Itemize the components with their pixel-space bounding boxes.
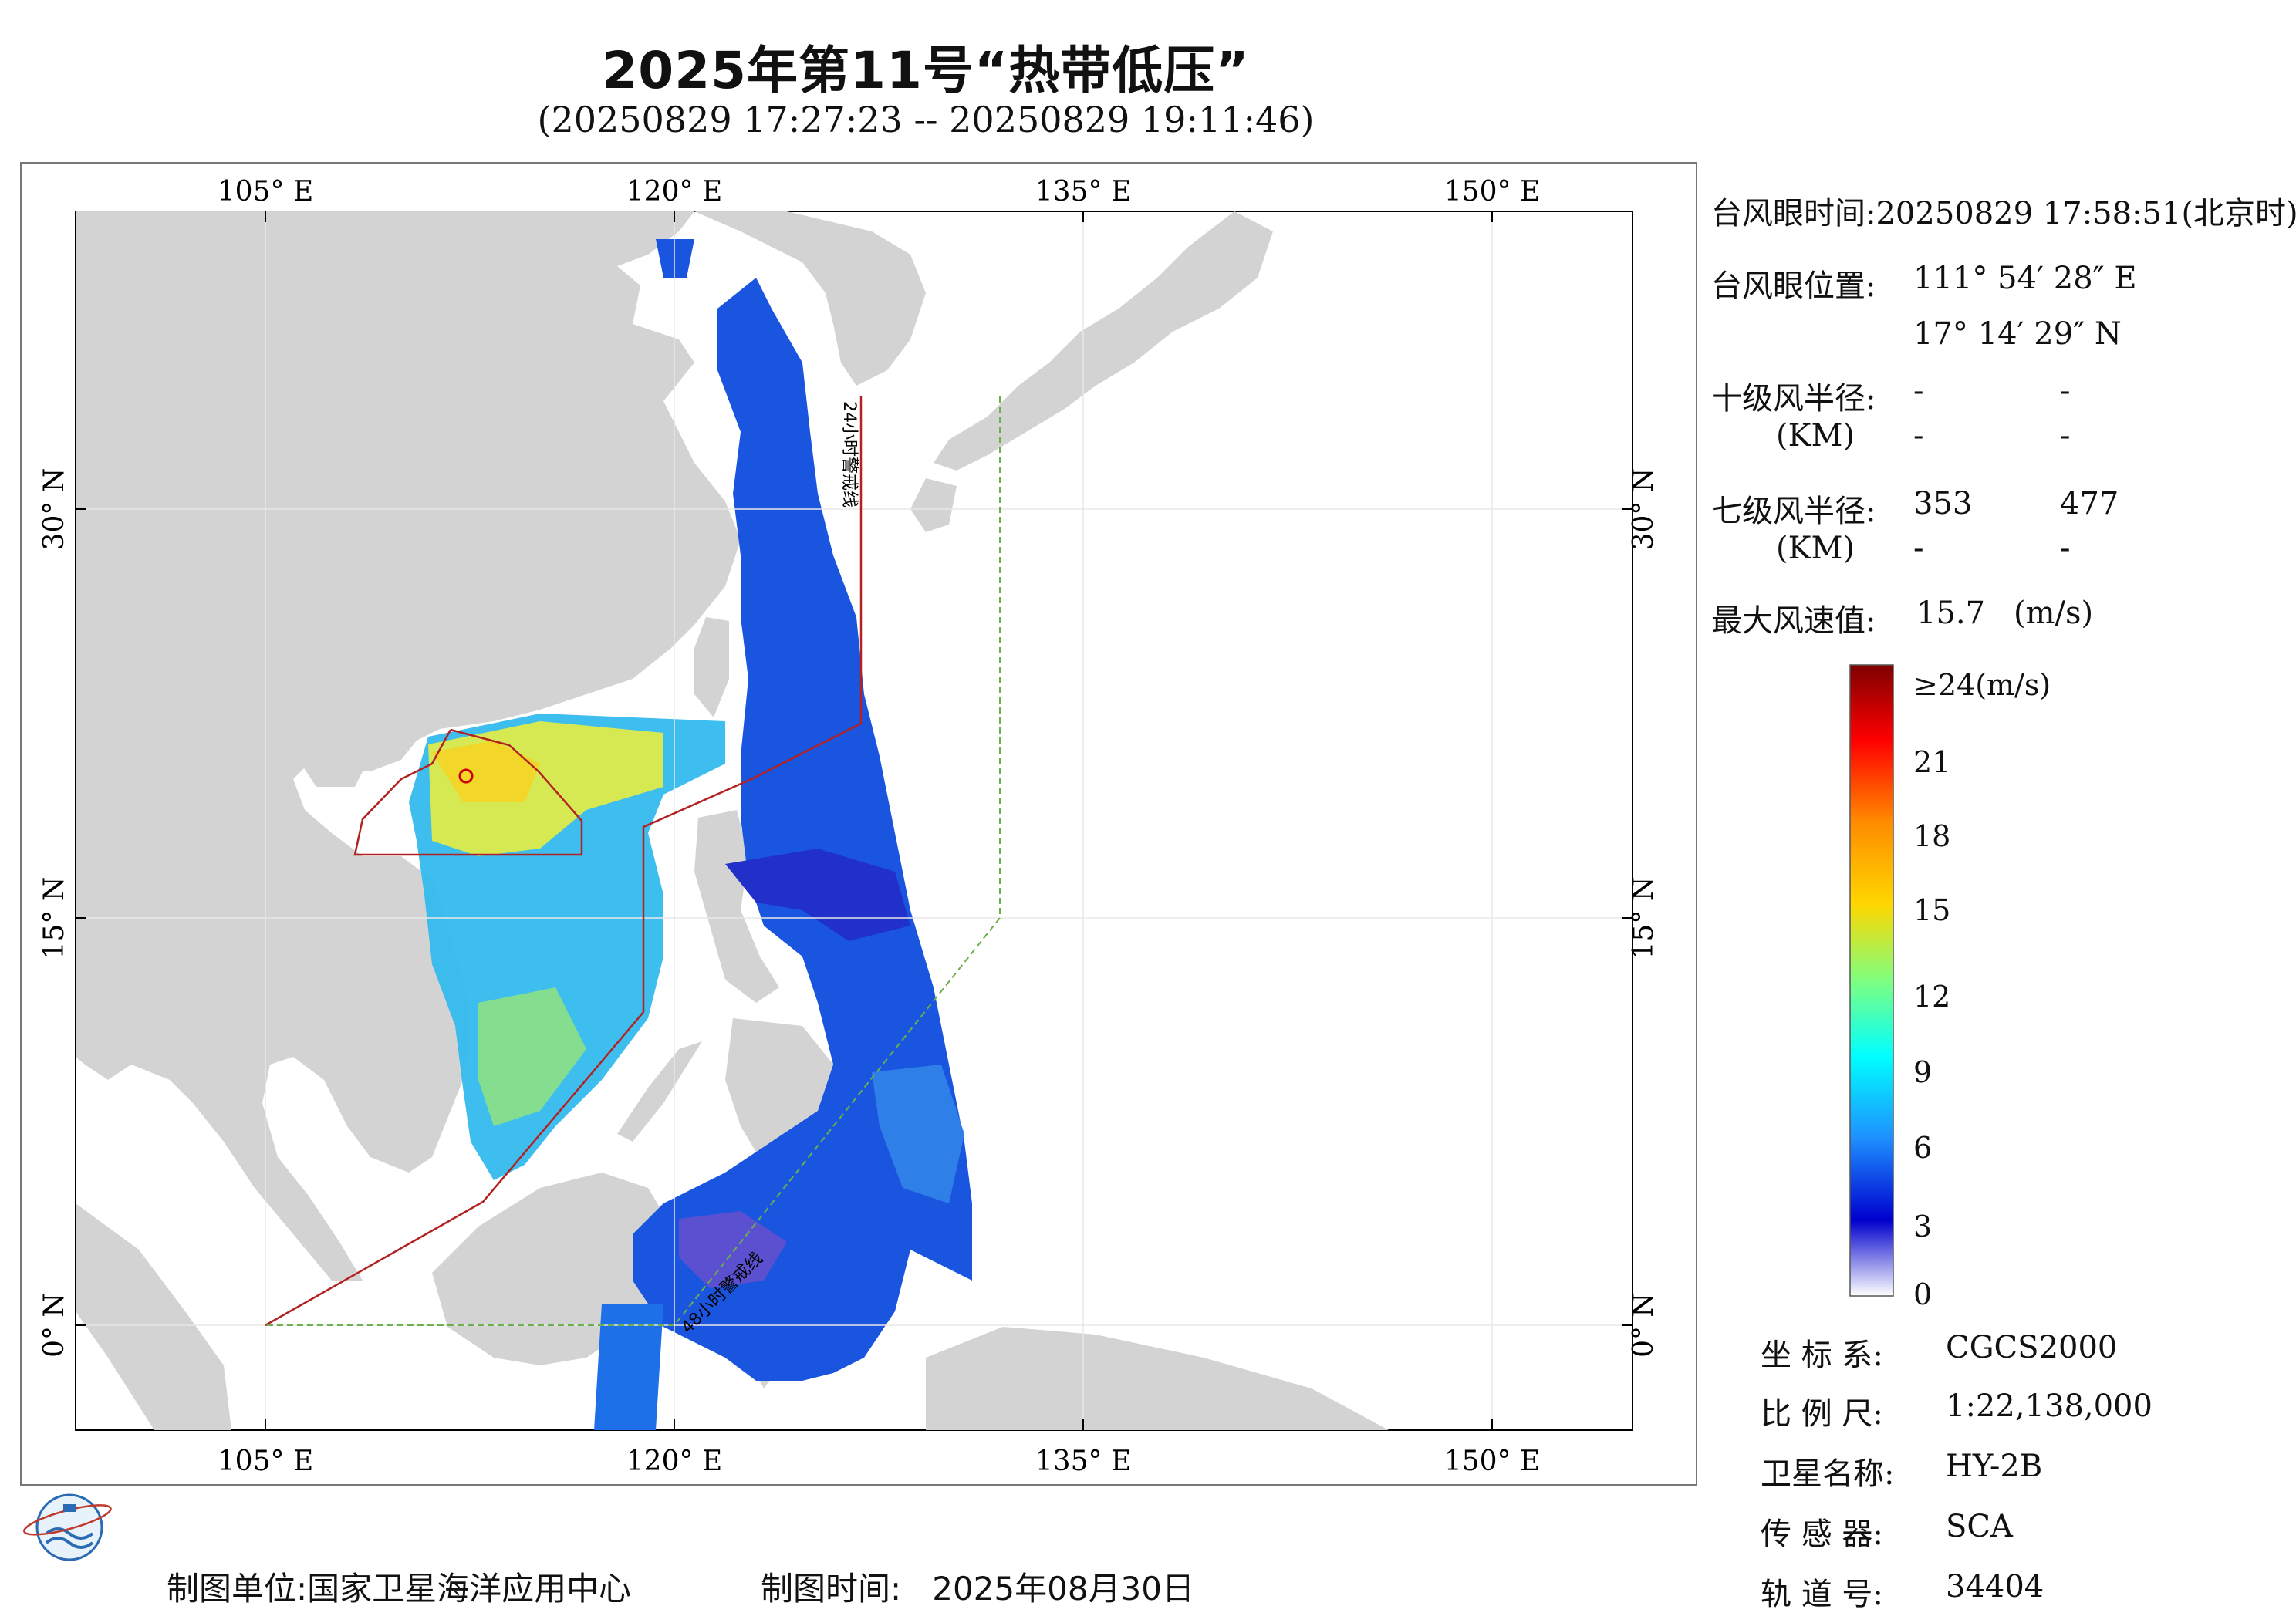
swath-west-mid [478, 987, 586, 1126]
r7-unit: (KM) [1776, 531, 1855, 566]
japan-kyushu [910, 478, 957, 532]
colorbar-label: 18 [1913, 819, 1951, 853]
luzon [694, 810, 779, 1003]
typhoon-eye-marker [458, 768, 474, 784]
boundary-line [265, 396, 1001, 1326]
crs-label: 坐 标 系: [1761, 1338, 1883, 1373]
colorbar [1849, 664, 1894, 1297]
land-masses [76, 211, 1389, 1430]
lat-label: 0° N [39, 1293, 70, 1358]
typhoon-region-outline [353, 728, 583, 856]
lon-label: 135° E [1035, 1446, 1131, 1477]
r10-unit: (KM) [1776, 418, 1855, 454]
lat-labels-right: 30° N 15° N 0° N [1628, 468, 1660, 1358]
satellite-label: 卫星名称: [1761, 1456, 1895, 1492]
colorbar-label: 3 [1913, 1210, 1933, 1243]
max-wind-value: 15.7 [1916, 596, 1986, 631]
axis-ticks [76, 211, 1633, 1430]
orbit-value: 34404 [1946, 1569, 2044, 1604]
r10-value-ne: - [1913, 373, 1924, 409]
colorbar-label: 0 [1913, 1277, 1933, 1311]
boundary-lines [265, 396, 1001, 1326]
eye-lon-value: 111° 54′ 28″ E [1913, 261, 2137, 296]
r10-value-nw: - [2060, 418, 2071, 454]
colorbar-label: 12 [1913, 980, 1951, 1014]
max-wind-unit: (m/s) [2014, 596, 2094, 631]
mainland-asia [76, 211, 741, 1281]
scale-label: 比 例 尺: [1761, 1396, 1883, 1432]
lon-label: 105° E [218, 176, 313, 208]
lat-label: 15° N [39, 877, 70, 960]
orbit-label: 轨 道 号: [1761, 1577, 1883, 1612]
crs-value: CGCS2000 [1946, 1330, 2118, 1365]
eye-time-row: 台风眼时间:20250829 17:58:51(北京时) [1711, 188, 2296, 233]
lon-label: 135° E [1035, 176, 1131, 208]
r7-value-sw: - [1913, 531, 1924, 566]
swath-west-peak [432, 741, 540, 802]
footer-time-label: 制图时间: [761, 1570, 902, 1608]
new-guinea [926, 1327, 1389, 1430]
colorbar-label: ≥24(m/s) [1913, 668, 2051, 702]
lon-labels-bottom: 105° E 120° E 135° E 150° E [218, 1446, 1540, 1477]
page-title: 2025年第11号“热带低压” [602, 41, 1250, 100]
scale-value: 1:22,138,000 [1946, 1388, 2152, 1424]
sumatra [76, 1203, 231, 1430]
nsoas-logo-icon [23, 1493, 112, 1561]
footer-org-value: 国家卫星海洋应用中心 [307, 1570, 632, 1608]
r7-value-ne: 353 [1913, 486, 1973, 521]
palawan [617, 1041, 702, 1142]
colorbar-label: 15 [1913, 893, 1951, 927]
lon-label: 105° E [218, 1446, 313, 1477]
warning-line-48h [265, 396, 863, 1327]
r10-value-se: - [2060, 373, 2071, 409]
lat-label: 15° N [1628, 877, 1660, 960]
warning-lines [265, 396, 863, 1327]
footer-time-value: 2025年08月30日 [932, 1570, 1194, 1608]
taiwan [694, 617, 729, 717]
graticule [76, 211, 1633, 1430]
japan-honshu [934, 211, 1273, 471]
korean-peninsula [694, 211, 926, 386]
eye-pos-label: 台风眼位置: [1711, 268, 1876, 304]
r10-label: 十级风半径: [1711, 381, 1876, 417]
wind-swath-west [409, 714, 725, 1180]
r10-value-sw: - [1913, 418, 1924, 454]
lat-label: 0° N [1628, 1293, 1660, 1358]
lat-labels-left: 30° N 15° N 0° N [39, 468, 70, 1358]
observation-time-range: (20250829 17:27:23 -- 20250829 19:11:46) [537, 99, 1315, 140]
colorbar-label: 6 [1913, 1131, 1933, 1165]
colorbar-label: 9 [1913, 1055, 1933, 1089]
satellite-value: HY-2B [1946, 1449, 2043, 1484]
swath-east-mid [872, 1065, 964, 1203]
r7-value-se: 477 [2060, 486, 2119, 521]
label-24h-warning-line: 24小时警戒线 [839, 401, 859, 508]
colorbar-label: 21 [1913, 745, 1951, 779]
footer-time: 制图时间: 2025年08月30日 [761, 1563, 1194, 1610]
lon-label: 120° E [626, 1446, 722, 1477]
footer-org: 制图单位:国家卫星海洋应用中心 [167, 1563, 631, 1610]
hainan [301, 733, 370, 787]
lat-label: 30° N [39, 468, 70, 551]
max-wind-label: 最大风速值: [1711, 603, 1876, 639]
lon-label: 150° E [1444, 176, 1540, 208]
sensor-value: SCA [1946, 1509, 2013, 1544]
eye-time-value: 20250829 17:58:51(北京时) [1876, 196, 2296, 231]
eye-time-label: 台风眼时间: [1711, 196, 1876, 231]
lon-label: 120° E [626, 176, 722, 208]
lon-labels-top: 105° E 120° E 135° E 150° E [218, 176, 1540, 208]
r7-value-nw: - [2060, 531, 2071, 566]
eye-lat-value: 17° 14′ 29″ N [1913, 316, 2122, 352]
swath-north-patch [656, 239, 694, 278]
swath-south-patch [594, 1304, 663, 1430]
swath-east-calm [679, 1211, 787, 1288]
lat-label: 30° N [1628, 468, 1660, 551]
sensor-label: 传 感 器: [1761, 1517, 1883, 1552]
footer-org-label: 制图单位: [167, 1570, 308, 1608]
lon-label: 150° E [1444, 1446, 1540, 1477]
map-frame [20, 162, 1697, 1486]
r7-label: 七级风半径: [1711, 494, 1876, 529]
